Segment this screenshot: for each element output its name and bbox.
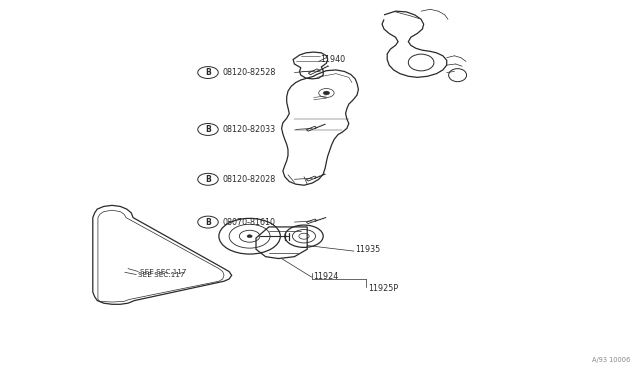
Text: 08070-81610: 08070-81610 <box>222 218 275 227</box>
Text: 08120-82528: 08120-82528 <box>222 68 275 77</box>
Text: B: B <box>205 218 211 227</box>
Text: 08120-82033: 08120-82033 <box>222 125 275 134</box>
Text: 11925P: 11925P <box>368 284 398 293</box>
Text: B: B <box>205 175 211 184</box>
Text: A/93 10006: A/93 10006 <box>592 357 630 363</box>
Text: B: B <box>205 125 211 134</box>
Text: 11935: 11935 <box>355 245 380 254</box>
Text: 08120-82028: 08120-82028 <box>222 175 275 184</box>
Text: 11940: 11940 <box>320 55 345 64</box>
Text: SEE SEC.117: SEE SEC.117 <box>140 269 186 275</box>
Text: B: B <box>205 68 211 77</box>
Text: SEE SEC.117: SEE SEC.117 <box>138 272 184 278</box>
Text: 11924: 11924 <box>314 272 339 280</box>
Circle shape <box>247 235 252 238</box>
Circle shape <box>323 91 330 95</box>
